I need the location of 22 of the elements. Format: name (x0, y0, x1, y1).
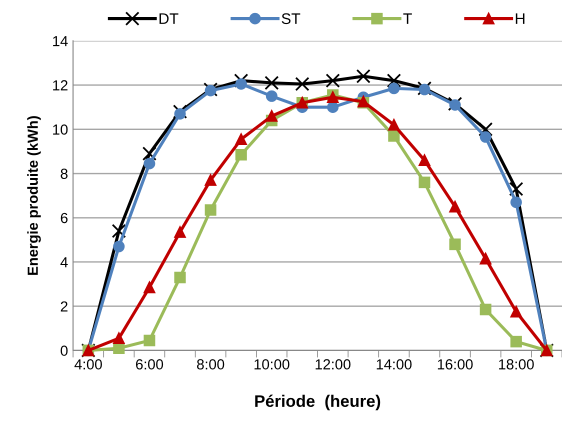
legend-label: H (516, 13, 524, 24)
y-tick-label: 12 (53, 80, 68, 90)
legend-label: DT (160, 13, 178, 24)
y-axis-title: Energie produite (kWh) (27, 116, 41, 275)
x-tick-label: 10:00 (254, 359, 290, 370)
legend-label: ST (282, 13, 300, 24)
y-tick-label: 8 (60, 168, 68, 179)
y-tick-label: 4 (60, 257, 68, 268)
x-tick-label: 16:00 (438, 359, 473, 370)
y-tick-label: 0 (60, 346, 68, 356)
x-tick-label: 8:00 (197, 359, 224, 370)
x-tick-label: 12:00 (316, 359, 350, 370)
y-tick-label: 10 (53, 124, 68, 135)
legend-label: T (403, 13, 412, 24)
x-axis-title: Période (heure) (255, 394, 380, 410)
y-tick-label: 2 (60, 301, 68, 312)
y-tick-label: 6 (60, 212, 68, 224)
y-tick-label: 14 (53, 36, 68, 46)
x-tick-label: 4:00 (74, 359, 102, 370)
x-tick-label: 6:00 (136, 359, 164, 370)
x-tick-label: 14:00 (376, 359, 412, 370)
x-tick-label: 18:00 (499, 359, 534, 370)
